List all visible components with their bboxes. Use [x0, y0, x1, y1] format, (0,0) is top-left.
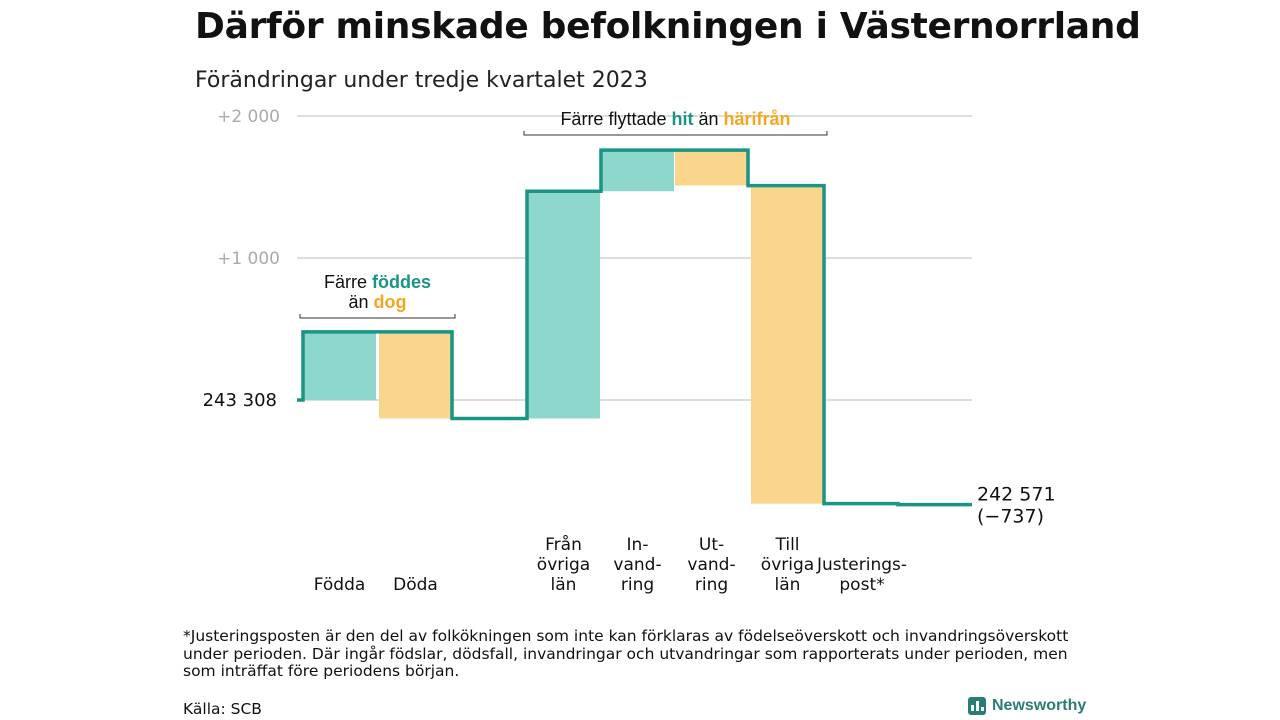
chart-title: Därför minskade befolkningen i Västernor… [195, 6, 1141, 47]
annotation-text-part: än [693, 109, 723, 129]
annotation-text-part: Färre flyttade [560, 109, 671, 129]
bar-frånövrigalän [527, 191, 600, 419]
category-label: övriga [537, 555, 590, 575]
category-label: vand- [687, 555, 735, 575]
newsworthy-logo: Newsworthy [968, 697, 1086, 715]
annotation-bracket [523, 131, 828, 136]
y-tick-label: +2 000 [217, 107, 280, 127]
chart-subtitle: Förändringar under tredje kvartalet 2023 [195, 68, 648, 93]
category-label: Födda [314, 575, 366, 595]
start-value-label: 243 308 [203, 390, 277, 411]
bar-tillövrigalän [751, 185, 824, 504]
category-label: Döda [393, 575, 438, 595]
y-tick-label: +1 000 [217, 249, 280, 269]
end-change-label: (−737) [977, 506, 1044, 528]
annotation-text-part: dog [374, 292, 407, 312]
category-label: In- [627, 535, 649, 555]
logo-text: Newsworthy [992, 697, 1087, 714]
annotation-text: än dog [348, 292, 406, 312]
annotation-text-part: härifrån [724, 109, 791, 129]
annotation-text-part: hit [671, 109, 693, 129]
annotation-text-part: än [348, 292, 373, 312]
category-label: Till [774, 535, 799, 555]
end-value-label: 242 571 [977, 484, 1056, 506]
category-label: ring [695, 575, 728, 595]
category-label: vand- [613, 555, 661, 575]
footnote: *Justeringsposten är den del av folkökni… [183, 627, 1069, 680]
annotation-text-part: föddes [372, 272, 431, 292]
bar-invandring [601, 150, 674, 192]
annotation-text-part: Färre [324, 272, 372, 292]
bar-utvandring [675, 150, 748, 186]
annotation-bracket [299, 314, 456, 319]
bar-födda [303, 331, 376, 400]
category-label: post* [839, 575, 884, 595]
category-label: län [551, 575, 577, 595]
category-label: övriga [761, 555, 814, 575]
bar-döda [379, 331, 452, 419]
category-label: ring [621, 575, 654, 595]
source: Källa: SCB [183, 700, 262, 718]
annotation-text: Färre flyttade hit än härifrån [560, 109, 790, 129]
waterfall-step-line [297, 148, 972, 507]
annotation-text: Färre föddes [324, 272, 431, 292]
newsworthy-logo-icon [968, 697, 986, 715]
category-label: Från [545, 534, 582, 555]
category-label: Ut- [699, 535, 724, 555]
category-label: Justerings- [816, 555, 907, 575]
category-label: län [775, 575, 801, 595]
